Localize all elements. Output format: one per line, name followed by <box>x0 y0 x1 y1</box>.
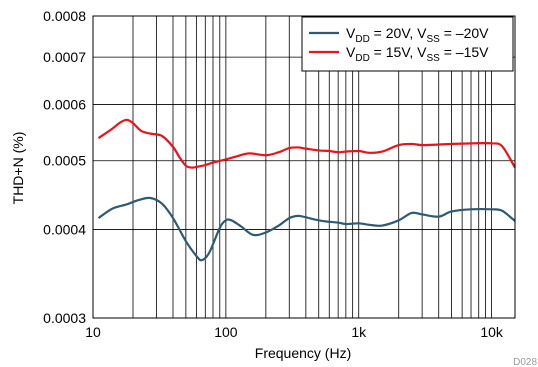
y-tick-label: 0.0004 <box>43 221 86 237</box>
x-tick-label: 100 <box>214 324 238 340</box>
x-tick-label: 10 <box>85 324 101 340</box>
x-axis-title: Frequency (Hz) <box>255 345 351 361</box>
x-tick-label: 1k <box>351 324 367 340</box>
x-tick-labels: 10 100 1k 10k <box>85 324 504 340</box>
y-axis-title: THD+N (%) <box>10 132 26 205</box>
y-tick-label: 0.0007 <box>43 49 86 65</box>
figure-id: D028 <box>513 357 537 367</box>
y-tick-label: 0.0005 <box>43 153 86 169</box>
series-line-2 <box>97 118 516 169</box>
y-tick-labels: 0.0003 0.0004 0.0005 0.0006 0.0007 0.0008 <box>43 8 86 326</box>
legend-label-1: VDD = 20V, VSS = –20V <box>346 25 489 45</box>
series-layer <box>97 118 516 262</box>
y-tick-label: 0.0006 <box>43 97 86 113</box>
legend-box <box>301 16 514 72</box>
series-line-1 <box>97 196 516 262</box>
x-tick-label: 10k <box>480 324 504 340</box>
y-tick-label: 0.0008 <box>43 8 86 24</box>
y-tick-label: 0.0003 <box>43 310 86 326</box>
legend-label-2: VDD = 15V, VSS = –15V <box>346 44 489 64</box>
plot-frame <box>92 15 516 319</box>
